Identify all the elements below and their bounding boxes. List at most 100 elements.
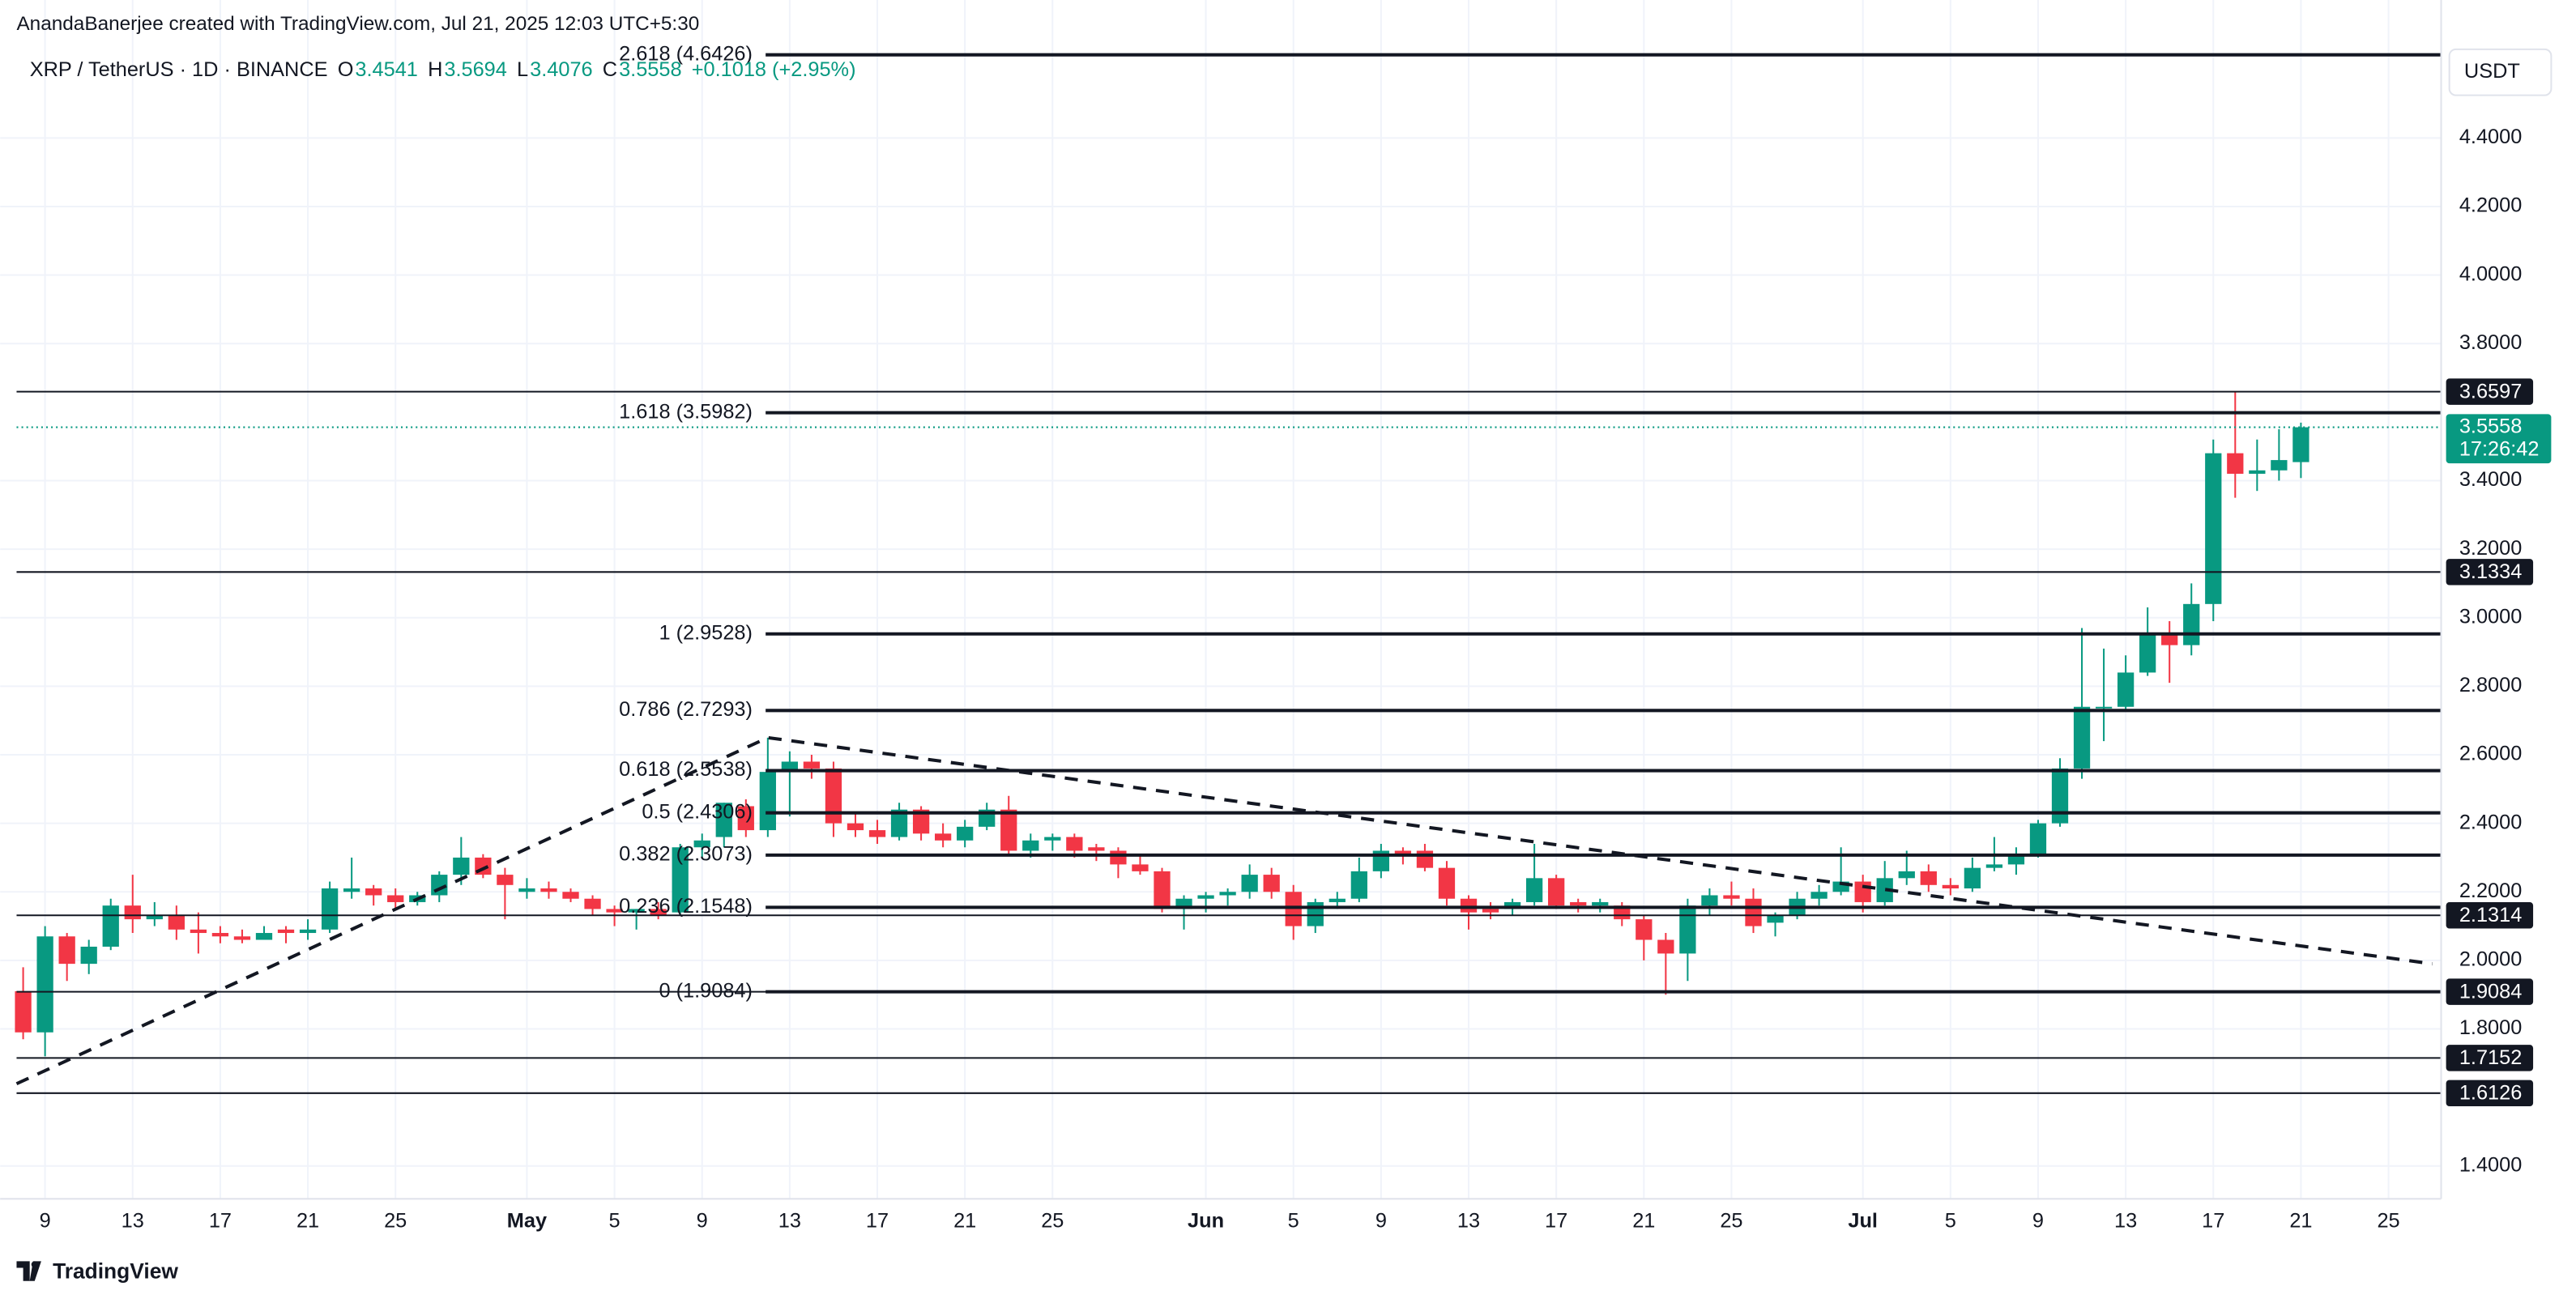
candle-body <box>672 847 689 913</box>
fib-label: 0.618 (2.5538) <box>619 758 753 781</box>
candle-body <box>1876 878 1893 902</box>
x-tick-label: 13 <box>122 1209 144 1232</box>
symbol-legend: XRP / TetherUS · 1D · BINANCE O 3.4541 H 3.5… <box>30 58 856 81</box>
x-tick-label: Jun <box>1188 1209 1224 1232</box>
candle-body <box>518 888 535 892</box>
y-tick-label: 2.6000 <box>2459 743 2522 765</box>
candle-body <box>1022 840 1039 851</box>
candle-body <box>1241 875 1258 892</box>
x-tick-label: 25 <box>1720 1209 1742 1232</box>
candle-body <box>365 888 382 896</box>
candle-body <box>1197 895 1214 899</box>
candle-body <box>1964 867 1981 889</box>
candle-body <box>1044 837 1061 841</box>
candle-body <box>2249 470 2266 475</box>
current-price-tag <box>2446 414 2552 464</box>
x-tick-label: 5 <box>609 1209 621 1232</box>
candle-body <box>1350 871 1367 899</box>
candle-body <box>693 840 710 848</box>
candle-body <box>1679 905 1696 954</box>
candle-body <box>1723 895 1740 899</box>
candle-body <box>1132 864 1149 871</box>
fib-label: 1 (2.9528) <box>659 621 752 644</box>
candle-body <box>890 809 908 837</box>
y-tick-label: 4.0000 <box>2459 262 2522 285</box>
candle-body <box>1570 901 1587 906</box>
level-label: 3.6597 <box>2459 380 2522 402</box>
candle-body <box>299 929 317 934</box>
y-tick-label: 1.8000 <box>2459 1016 2522 1039</box>
legend-item: C <box>603 58 617 81</box>
candle-body <box>1154 871 1171 909</box>
candle-body <box>584 898 601 909</box>
level-tag <box>2446 1045 2534 1071</box>
candle-body <box>80 946 97 965</box>
candle-body <box>868 830 886 837</box>
candle-body <box>102 905 119 947</box>
legend-item: H <box>428 58 442 81</box>
candle-body <box>1438 867 1456 899</box>
candle-body <box>737 806 754 831</box>
candle-body <box>1767 915 1784 923</box>
x-tick-label: 17 <box>1545 1209 1567 1232</box>
candle-body <box>233 936 251 940</box>
candle-body <box>1088 847 1105 851</box>
candle-body <box>1525 878 1543 902</box>
candle-body <box>2095 706 2113 709</box>
grid <box>0 0 2442 1199</box>
candle-body <box>1460 898 1478 913</box>
candle-body <box>1745 898 1762 926</box>
candle-body <box>343 888 360 892</box>
x-tick-label: May <box>507 1209 547 1232</box>
x-tick-label: 9 <box>697 1209 708 1232</box>
level-label: 2.1314 <box>2459 904 2522 926</box>
currency-box <box>2448 48 2553 96</box>
candle-body <box>497 875 514 885</box>
x-tick-label: 9 <box>1375 1209 1387 1232</box>
x-tick-label: 13 <box>1457 1209 1480 1232</box>
candle-body <box>190 929 207 934</box>
y-tick-label: 2.2000 <box>2459 879 2522 902</box>
candle-body <box>825 768 842 824</box>
candle-body <box>2073 706 2091 769</box>
overlay: 1.4000 1.8000 2.0000 2.2000 2.4000 2.6000 2.80… <box>15 42 2552 1232</box>
candle-body <box>1416 850 1434 868</box>
candle-body <box>277 929 295 934</box>
current-price-label: 3.5558 <box>2459 415 2522 437</box>
candle-body <box>1701 895 1718 906</box>
brand: TradingView <box>53 1259 178 1284</box>
x-tick-label: 25 <box>2377 1209 2399 1232</box>
level-tag <box>2446 1080 2534 1107</box>
candle-body <box>1329 898 1346 902</box>
candle-body <box>1898 871 1915 879</box>
candle-body <box>1482 909 1499 913</box>
candle-body <box>1985 864 2003 868</box>
y-tick-label: 4.4000 <box>2459 126 2522 148</box>
fib-label: 2.618 (4.6426) <box>619 42 753 65</box>
legend-item: 3.5558 <box>619 58 681 81</box>
fib-label: 0.5 (2.4306) <box>642 800 753 823</box>
candle-body <box>1657 939 1674 954</box>
candle-body <box>255 933 273 940</box>
y-tick-label: 2.4000 <box>2459 811 2522 833</box>
candle-body <box>1263 875 1280 892</box>
legend-item: +0.1018 (+2.95%) <box>692 58 856 81</box>
candle-body <box>453 857 470 875</box>
candle-body <box>1110 850 1127 865</box>
y-tick-label: 3.8000 <box>2459 331 2522 354</box>
y-tick-label: 3.0000 <box>2459 605 2522 628</box>
candle-body <box>2139 634 2156 673</box>
y-tick-label: 3.2000 <box>2459 537 2522 560</box>
candle-body <box>1636 919 1653 940</box>
candle-body <box>15 990 32 1033</box>
candle-body <box>803 761 821 769</box>
x-tick-label: 9 <box>2032 1209 2044 1232</box>
candle-body <box>1219 892 1236 896</box>
brand-logo <box>16 1261 41 1281</box>
candle-body <box>1285 892 1302 926</box>
currency: USDT <box>2464 60 2520 83</box>
candle-body <box>650 909 667 916</box>
fib-label: 0.786 (2.7293) <box>619 698 753 721</box>
